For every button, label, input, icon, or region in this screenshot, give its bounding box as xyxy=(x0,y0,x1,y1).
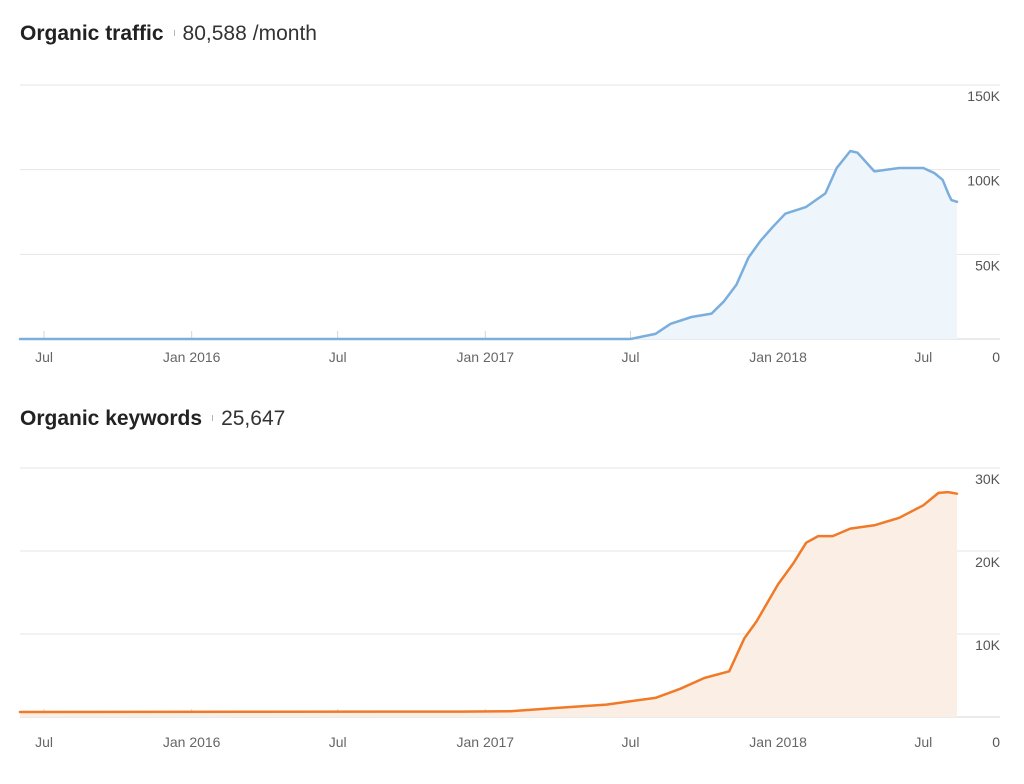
traffic-area-fill xyxy=(20,151,957,339)
x-tick-label: Jan 2016 xyxy=(163,734,221,750)
organic-traffic-header: Organic traffic 80,588 /month xyxy=(20,22,317,46)
y-tick-label: 100K xyxy=(967,173,1000,189)
x-tick-label: Jul xyxy=(35,349,53,365)
x-tick-label: Jan 2016 xyxy=(163,349,221,365)
y-tick-label: 0 xyxy=(992,734,1000,750)
organic-traffic-unit: /month xyxy=(252,22,317,45)
y-tick-label: 0 xyxy=(992,349,1000,365)
y-tick-label: 20K xyxy=(975,554,1001,570)
organic-traffic-value: 80,588 xyxy=(182,22,247,45)
keywords-series-line xyxy=(18,490,959,714)
x-tick-label: Jul xyxy=(329,349,347,365)
traffic-series-line xyxy=(18,149,959,341)
x-tick-label: Jan 2017 xyxy=(456,734,514,750)
organic-traffic-title: Organic traffic xyxy=(20,22,164,45)
organic-traffic-chart: Jul Jan 2016 Jul Jan 2017 Jul Jan 2018 Jul 0 50K… xyxy=(18,84,1001,365)
organic-keywords-chart: Jul Jan 2016 Jul Jan 2017 Jul Jan 2018 Jul 0 10K… xyxy=(18,467,1001,750)
y-tick-label: 150K xyxy=(967,88,1000,104)
x-tick-label: Jan 2017 xyxy=(456,349,514,365)
x-tick-label: Jan 2018 xyxy=(749,734,807,750)
y-tick-label: 10K xyxy=(975,637,1001,653)
keywords-area-fill xyxy=(20,492,957,717)
x-tick-label: Jul xyxy=(35,734,53,750)
organic-keywords-header: Organic keywords 25,647 xyxy=(20,407,285,431)
x-tick-label: Jul xyxy=(914,349,932,365)
y-tick-label: 30K xyxy=(975,471,1001,487)
x-tick-label: Jan 2018 xyxy=(749,349,807,365)
x-tick-label: Jul xyxy=(622,734,640,750)
organic-keywords-title: Organic keywords xyxy=(20,407,203,430)
organic-keywords-value: 25,647 xyxy=(221,407,286,430)
x-tick-label: Jul xyxy=(329,734,347,750)
x-tick-label: Jul xyxy=(914,734,932,750)
info-icon[interactable] xyxy=(173,30,175,36)
y-tick-label: 50K xyxy=(975,257,1001,273)
info-icon[interactable] xyxy=(212,415,214,421)
x-tick-label: Jul xyxy=(622,349,640,365)
